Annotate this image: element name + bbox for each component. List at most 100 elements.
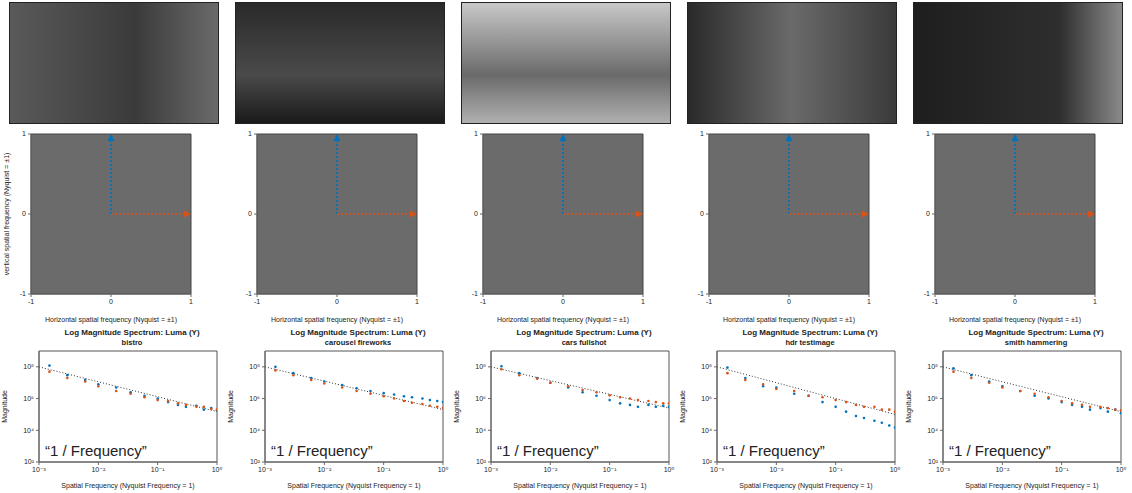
svg-text:10⁴: 10⁴ xyxy=(249,427,260,434)
svg-text:1: 1 xyxy=(22,130,26,137)
svg-text:10⁻²: 10⁻² xyxy=(91,466,105,473)
html-text:Log Magnitude Spectrum: Luma (: Log Magnitude Spectrum: Luma (Y) xyxy=(64,328,200,337)
svg-text:1: 1 xyxy=(1093,298,1097,305)
html-text:carousel fireworks: carousel fireworks xyxy=(324,338,392,347)
html-text:“1 / Frequency”: “1 / Frequency” xyxy=(497,442,599,459)
svg-text:-1: -1 xyxy=(924,290,930,297)
svg-text:-1: -1 xyxy=(932,298,938,305)
svg-text:10⁰: 10⁰ xyxy=(890,466,901,473)
svg-text:10⁻¹: 10⁻¹ xyxy=(377,466,391,473)
html-text:“1 / Frequency”: “1 / Frequency” xyxy=(45,442,147,459)
svg-text:vertical spatial frequency (Ny: vertical spatial frequency (Nyquist = ±1… xyxy=(3,153,11,276)
svg-text:Horizontal spatial frequency (: Horizontal spatial frequency (Nyquist = … xyxy=(723,316,855,324)
svg-text:1: 1 xyxy=(700,130,704,137)
svg-text:10⁴: 10⁴ xyxy=(927,427,938,434)
svg-text:1: 1 xyxy=(189,298,193,305)
svg-text:10⁻¹: 10⁻¹ xyxy=(829,466,843,473)
html-text:Log Magnitude Spectrum: Luma (: Log Magnitude Spectrum: Luma (Y) xyxy=(290,328,426,337)
svg-text:-1: -1 xyxy=(698,290,704,297)
svg-text:0: 0 xyxy=(1013,298,1017,305)
svg-text:10⁶: 10⁶ xyxy=(927,395,938,402)
svg-text:0: 0 xyxy=(787,298,791,305)
svg-text:10²: 10² xyxy=(250,458,261,465)
html-text:Log Magnitude Spectrum: Luma (: Log Magnitude Spectrum: Luma (Y) xyxy=(742,328,878,337)
svg-text:1: 1 xyxy=(474,130,478,137)
svg-text:10⁸: 10⁸ xyxy=(927,363,938,370)
svg-text:0: 0 xyxy=(474,210,478,217)
html-text:hdr testimage: hdr testimage xyxy=(785,338,835,347)
svg-text:-1: -1 xyxy=(28,298,34,305)
svg-text:10²: 10² xyxy=(476,458,487,465)
svg-text:10⁻³: 10⁻³ xyxy=(484,466,498,473)
svg-text:10⁸: 10⁸ xyxy=(475,363,486,370)
svg-text:10⁴: 10⁴ xyxy=(701,427,712,434)
svg-text:Magnitude: Magnitude xyxy=(1,390,9,423)
svg-text:1: 1 xyxy=(867,298,871,305)
svg-text:10⁻³: 10⁻³ xyxy=(936,466,950,473)
svg-text:-1: -1 xyxy=(480,298,486,305)
svg-text:10⁻²: 10⁻² xyxy=(769,466,783,473)
svg-text:Magnitude: Magnitude xyxy=(227,390,235,423)
svg-text:10⁶: 10⁶ xyxy=(475,395,486,402)
svg-text:10⁶: 10⁶ xyxy=(249,395,260,402)
svg-text:10⁻³: 10⁻³ xyxy=(258,466,272,473)
svg-text:Horizontal spatial frequency (: Horizontal spatial frequency (Nyquist = … xyxy=(497,316,629,324)
svg-text:1: 1 xyxy=(641,298,645,305)
svg-text:10⁻¹: 10⁻¹ xyxy=(1055,466,1069,473)
svg-text:10⁸: 10⁸ xyxy=(249,363,260,370)
svg-text:Magnitude: Magnitude xyxy=(453,390,461,423)
html-text:Log Magnitude Spectrum: Luma (: Log Magnitude Spectrum: Luma (Y) xyxy=(968,328,1104,337)
svg-text:-1: -1 xyxy=(246,290,252,297)
svg-text:10⁻²: 10⁻² xyxy=(543,466,557,473)
svg-text:0: 0 xyxy=(926,210,930,217)
html-text:“1 / Frequency”: “1 / Frequency” xyxy=(271,442,373,459)
svg-text:Spatial Frequency (Nyquist Fre: Spatial Frequency (Nyquist Frequency = 1… xyxy=(61,482,194,490)
svg-text:10²: 10² xyxy=(928,458,939,465)
svg-text:1: 1 xyxy=(926,130,930,137)
svg-text:10⁸: 10⁸ xyxy=(23,363,34,370)
svg-text:Spatial Frequency (Nyquist Fre: Spatial Frequency (Nyquist Frequency = 1… xyxy=(513,482,646,490)
svg-text:10⁻²: 10⁻² xyxy=(317,466,331,473)
svg-text:Spatial Frequency (Nyquist Fre: Spatial Frequency (Nyquist Frequency = 1… xyxy=(739,482,872,490)
html-text:bistro: bistro xyxy=(121,338,143,347)
svg-text:10⁸: 10⁸ xyxy=(701,363,712,370)
svg-text:10⁶: 10⁶ xyxy=(701,395,712,402)
svg-text:-1: -1 xyxy=(254,298,260,305)
svg-text:0: 0 xyxy=(561,298,565,305)
html-text:Log Magnitude Spectrum: Luma (: Log Magnitude Spectrum: Luma (Y) xyxy=(516,328,652,337)
svg-text:0: 0 xyxy=(22,210,26,217)
svg-text:10⁻²: 10⁻² xyxy=(995,466,1009,473)
html-text:“1 / Frequency”: “1 / Frequency” xyxy=(723,442,825,459)
svg-text:1: 1 xyxy=(248,130,252,137)
svg-text:0: 0 xyxy=(700,210,704,217)
svg-text:Horizontal spatial frequency (: Horizontal spatial frequency (Nyquist = … xyxy=(271,316,403,324)
svg-text:10²: 10² xyxy=(702,458,713,465)
svg-text:Spatial Frequency (Nyquist Fre: Spatial Frequency (Nyquist Frequency = 1… xyxy=(287,482,420,490)
svg-text:Magnitude: Magnitude xyxy=(679,390,687,423)
html-text:cars fullshot: cars fullshot xyxy=(561,338,607,347)
svg-text:10⁴: 10⁴ xyxy=(23,427,34,434)
svg-text:1: 1 xyxy=(415,298,419,305)
svg-text:10⁻³: 10⁻³ xyxy=(710,466,724,473)
svg-text:10⁻³: 10⁻³ xyxy=(32,466,46,473)
svg-text:10⁰: 10⁰ xyxy=(438,466,449,473)
svg-text:10⁻¹: 10⁻¹ xyxy=(151,466,165,473)
svg-text:10⁶: 10⁶ xyxy=(23,395,34,402)
svg-text:10⁰: 10⁰ xyxy=(1116,466,1127,473)
svg-text:10⁻¹: 10⁻¹ xyxy=(603,466,617,473)
svg-text:Magnitude: Magnitude xyxy=(905,390,913,423)
svg-text:10⁰: 10⁰ xyxy=(664,466,675,473)
svg-text:-1: -1 xyxy=(20,290,26,297)
svg-text:0: 0 xyxy=(248,210,252,217)
svg-text:10⁰: 10⁰ xyxy=(212,466,223,473)
svg-text:-1: -1 xyxy=(706,298,712,305)
svg-text:Spatial Frequency (Nyquist Fre: Spatial Frequency (Nyquist Frequency = 1… xyxy=(965,482,1098,490)
svg-text:0: 0 xyxy=(335,298,339,305)
svg-text:-1: -1 xyxy=(472,290,478,297)
svg-text:10⁴: 10⁴ xyxy=(475,427,486,434)
svg-text:Horizontal spatial frequency (: Horizontal spatial frequency (Nyquist = … xyxy=(45,316,177,324)
html-text:“1 / Frequency”: “1 / Frequency” xyxy=(949,442,1051,459)
svg-text:0: 0 xyxy=(109,298,113,305)
svg-text:Horizontal spatial frequency (: Horizontal spatial frequency (Nyquist = … xyxy=(949,316,1081,324)
svg-text:10²: 10² xyxy=(24,458,35,465)
